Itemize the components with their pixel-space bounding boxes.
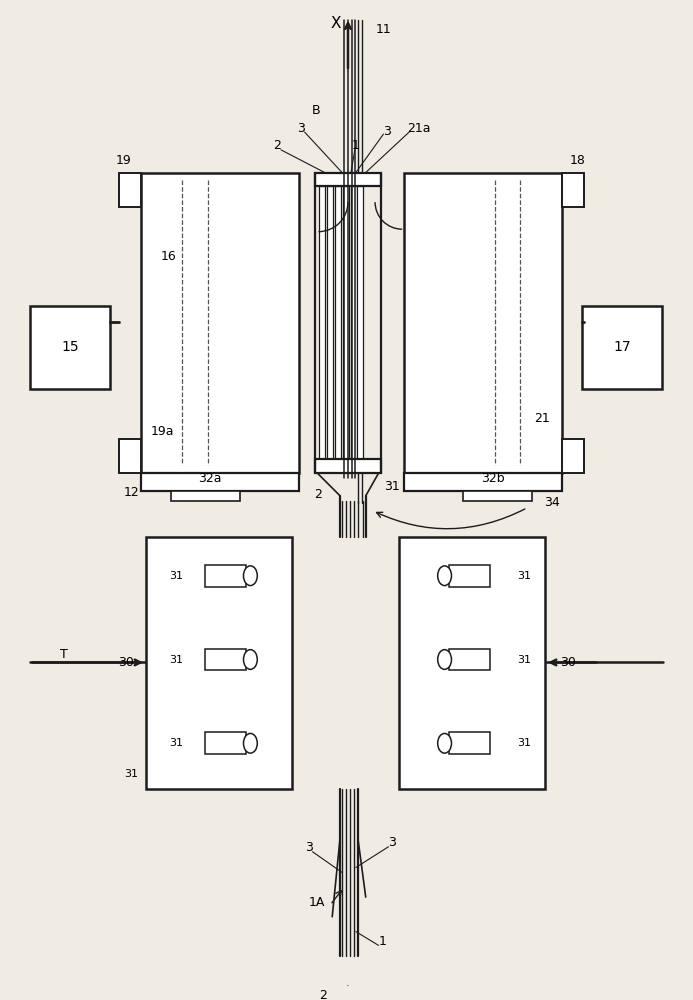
Text: 34: 34 xyxy=(544,496,560,509)
Ellipse shape xyxy=(438,733,451,753)
Bar xyxy=(351,186,357,459)
Ellipse shape xyxy=(243,733,257,753)
Text: 16: 16 xyxy=(161,250,177,263)
Text: 2: 2 xyxy=(273,139,281,152)
Bar xyxy=(141,473,299,491)
Text: 32b: 32b xyxy=(481,472,505,485)
Bar xyxy=(146,537,292,789)
Text: 15: 15 xyxy=(61,340,79,354)
Bar xyxy=(562,439,584,473)
Bar xyxy=(357,186,362,459)
Text: 31: 31 xyxy=(518,738,532,748)
Bar xyxy=(581,306,663,389)
Bar xyxy=(119,439,141,473)
Text: 31: 31 xyxy=(169,571,184,581)
Ellipse shape xyxy=(243,566,257,586)
Text: B: B xyxy=(312,104,321,117)
Text: 3: 3 xyxy=(305,841,313,854)
Bar xyxy=(205,732,247,754)
Text: 12: 12 xyxy=(123,486,139,499)
Text: 32a: 32a xyxy=(198,472,222,485)
Text: 31: 31 xyxy=(518,571,532,581)
Bar xyxy=(464,491,532,501)
Text: 30: 30 xyxy=(119,656,134,669)
Bar xyxy=(315,173,380,186)
Text: 1A: 1A xyxy=(308,896,324,909)
Text: 31: 31 xyxy=(169,738,184,748)
Ellipse shape xyxy=(438,650,451,669)
Bar xyxy=(141,173,299,473)
Text: 1: 1 xyxy=(378,935,387,948)
Text: 31: 31 xyxy=(169,655,184,665)
Text: 17: 17 xyxy=(613,340,631,354)
Bar xyxy=(448,565,490,587)
Text: 11: 11 xyxy=(376,23,392,36)
Bar xyxy=(448,649,490,670)
Bar xyxy=(404,173,562,473)
Bar xyxy=(562,173,584,207)
Bar xyxy=(404,473,562,491)
Text: 31: 31 xyxy=(385,480,401,493)
Text: 31: 31 xyxy=(518,655,532,665)
Bar xyxy=(335,186,341,459)
Text: 30: 30 xyxy=(560,656,576,669)
Text: 21: 21 xyxy=(534,412,550,425)
Bar xyxy=(119,173,141,207)
Text: 3: 3 xyxy=(383,125,392,138)
Bar xyxy=(343,186,349,459)
Text: 3: 3 xyxy=(388,836,396,849)
Text: 1: 1 xyxy=(352,139,360,152)
Bar xyxy=(205,649,247,670)
Text: 3: 3 xyxy=(297,122,305,135)
Bar xyxy=(319,186,325,459)
Ellipse shape xyxy=(243,650,257,669)
Bar xyxy=(448,732,490,754)
Text: 2: 2 xyxy=(319,989,327,1000)
Text: 31: 31 xyxy=(124,769,138,779)
Bar xyxy=(205,565,247,587)
Text: 2: 2 xyxy=(315,488,322,501)
Text: 19a: 19a xyxy=(151,425,175,438)
Bar xyxy=(170,491,240,501)
Bar xyxy=(30,306,110,389)
Bar xyxy=(399,537,545,789)
Bar xyxy=(327,186,333,459)
Bar xyxy=(315,459,380,473)
Text: T: T xyxy=(60,648,68,661)
Ellipse shape xyxy=(438,566,451,586)
Text: 18: 18 xyxy=(570,154,586,167)
Text: X: X xyxy=(331,16,342,31)
Text: 21a: 21a xyxy=(407,122,431,135)
Text: 19: 19 xyxy=(115,154,131,167)
